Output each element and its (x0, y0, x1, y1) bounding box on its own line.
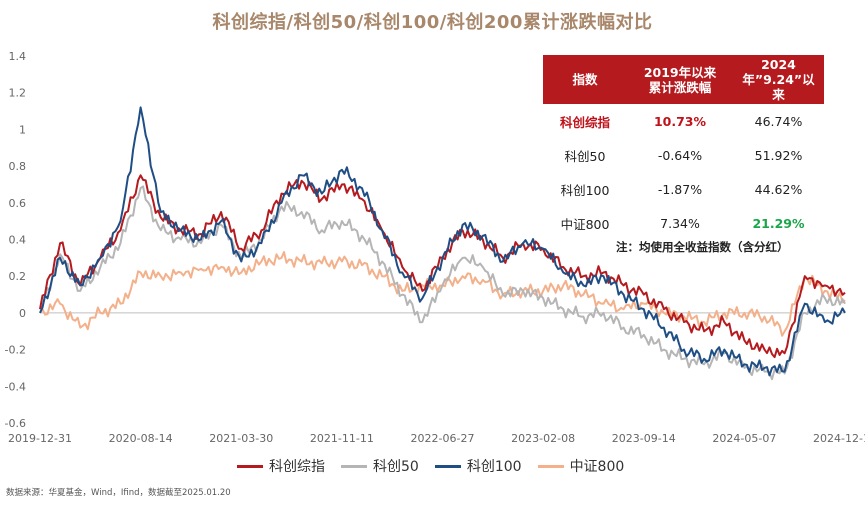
table-note: 注：均使用全收益指数（含分红） (616, 240, 789, 254)
legend-swatch (537, 464, 564, 468)
cell-since-924: 46.74% (733, 104, 824, 138)
legend-item: 科创综指 (237, 456, 325, 476)
row-label: 科创100 (543, 172, 627, 206)
y-tick-label: 0.6 (9, 197, 27, 210)
legend-item: 科创100 (434, 456, 522, 476)
x-tick-label: 2023-09-14 (612, 432, 676, 445)
x-tick-label: 2024-12-13 (813, 432, 865, 445)
cell-since-924: 21.29% (733, 206, 824, 240)
legend-item: 科创50 (341, 456, 419, 476)
row-label: 科创综指 (543, 104, 627, 138)
row-label: 中证800 (543, 206, 627, 240)
y-tick-label: -0.6 (5, 417, 26, 430)
x-tick-label: 2020-08-14 (109, 432, 173, 445)
x-tick-label: 2021-11-11 (310, 432, 374, 445)
legend-swatch (237, 464, 263, 468)
y-tick-label: -0.4 (5, 380, 26, 393)
cell-since-2019: 7.34% (627, 206, 733, 240)
data-source: 数据来源：华夏基金，Wind，Ifind，数据截至2025.01.20 (6, 488, 231, 498)
table-row: 科创综指 10.73% 46.74% (543, 104, 824, 138)
x-axis: 2019-12-31 2020-08-14 2021-03-30 2021-11-11… (8, 432, 865, 445)
legend-label: 科创100 (466, 459, 522, 475)
header-index: 指数 (543, 55, 627, 104)
legend-label: 科创综指 (269, 459, 325, 475)
y-tick-label: 0.4 (9, 234, 27, 247)
legend-label: 中证800 (569, 459, 625, 475)
summary-table: 指数 2019年以来 累计涨跌幅 2024 年”9.24”以来 科创综指 10.73… (543, 55, 824, 240)
x-tick-label: 2024-05-07 (712, 432, 776, 445)
legend: 科创综指 科创50 科创100 中证800 (237, 456, 640, 476)
table-row: 科创100 -1.87% 44.62% (543, 172, 824, 206)
y-tick-label: 0.2 (9, 270, 27, 283)
y-tick-label: 0 (19, 307, 26, 320)
cell-since-924: 44.62% (733, 172, 824, 206)
y-tick-label: 0.8 (9, 160, 27, 173)
legend-swatch (341, 464, 367, 468)
table-row: 中证800 7.34% 21.29% (543, 206, 824, 240)
cell-since-2019: 10.73% (627, 104, 733, 138)
series-line-科创50 (39, 185, 846, 381)
x-tick-label: 2019-12-31 (8, 432, 72, 445)
cell-since-2019: -0.64% (627, 138, 733, 172)
chart-title: 科创综指/科创50/科创100/科创200累计涨跌幅对比 (212, 12, 653, 33)
cell-since-924: 51.92% (733, 138, 824, 172)
legend-item: 中证800 (537, 456, 625, 476)
y-tick-label: 1 (19, 123, 26, 136)
cell-since-2019: -1.87% (627, 172, 733, 206)
header-since-924: 2024 年”9.24”以来 (733, 55, 824, 104)
legend-swatch (434, 464, 461, 468)
legend-label: 科创50 (373, 459, 419, 475)
table-row: 科创50 -0.64% 51.92% (543, 138, 824, 172)
x-tick-label: 2021-03-30 (209, 432, 273, 445)
y-axis: 1.4 1.2 1 0.8 0.6 0.4 0.2 0 -0.2 -0.4 -0.6 (5, 50, 845, 430)
series-line-科创100 (39, 106, 846, 377)
x-tick-label: 2023-02-08 (511, 432, 575, 445)
y-tick-label: 1.2 (9, 87, 27, 100)
table-header-row: 指数 2019年以来 累计涨跌幅 2024 年”9.24”以来 (543, 55, 824, 104)
y-tick-label: 1.4 (9, 50, 27, 63)
y-tick-label: -0.2 (5, 344, 26, 357)
series-lines (39, 106, 846, 381)
x-tick-label: 2022-06-27 (411, 432, 475, 445)
row-label: 科创50 (543, 138, 627, 172)
header-since-2019: 2019年以来 累计涨跌幅 (627, 55, 733, 104)
